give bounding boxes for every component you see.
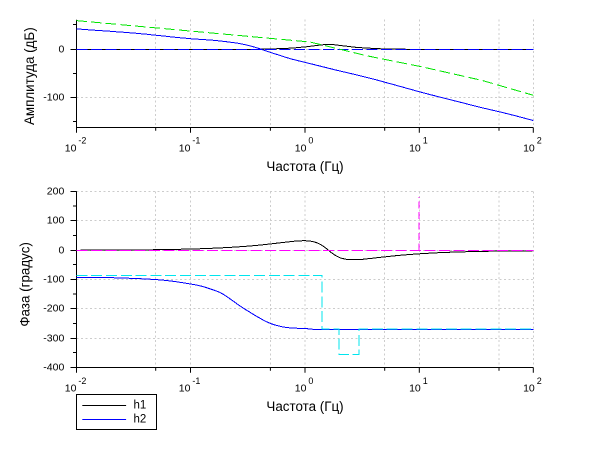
- svg-text:Частота (Гц): Частота (Гц): [266, 399, 343, 414]
- svg-text:-200: -200: [43, 302, 64, 314]
- svg-text:10: 10: [179, 383, 191, 395]
- svg-text:-1: -1: [192, 376, 200, 386]
- svg-text:200: 200: [47, 185, 65, 197]
- svg-text:-100: -100: [43, 273, 64, 285]
- svg-text:0: 0: [58, 244, 64, 256]
- svg-text:-400: -400: [43, 361, 64, 373]
- svg-text:10: 10: [295, 383, 307, 395]
- svg-text:10: 10: [523, 383, 535, 395]
- svg-text:-2: -2: [78, 376, 86, 386]
- svg-text:-2: -2: [78, 136, 86, 146]
- svg-text:10: 10: [65, 142, 77, 154]
- svg-text:2: 2: [537, 376, 542, 386]
- svg-text:Фаза (градус): Фаза (градус): [18, 242, 33, 327]
- svg-text:10: 10: [523, 142, 535, 154]
- svg-text:10: 10: [179, 142, 191, 154]
- svg-text:-1: -1: [192, 136, 200, 146]
- svg-text:h1: h1: [134, 400, 147, 412]
- svg-text:100: 100: [47, 214, 65, 226]
- svg-text:10: 10: [65, 383, 77, 395]
- svg-text:Амплитуда (дБ): Амплитуда (дБ): [22, 27, 37, 125]
- svg-text:h2: h2: [134, 414, 147, 426]
- svg-text:0: 0: [308, 136, 313, 146]
- svg-text:1: 1: [423, 136, 428, 146]
- svg-text:-300: -300: [43, 332, 64, 344]
- svg-text:1: 1: [423, 376, 428, 386]
- svg-text:2: 2: [537, 136, 542, 146]
- svg-text:0: 0: [58, 43, 64, 55]
- svg-text:10: 10: [409, 383, 421, 395]
- svg-text:Частота (Гц): Частота (Гц): [266, 159, 343, 174]
- svg-text:-100: -100: [43, 91, 64, 103]
- svg-text:10: 10: [409, 142, 421, 154]
- svg-text:10: 10: [295, 142, 307, 154]
- svg-text:0: 0: [308, 376, 313, 386]
